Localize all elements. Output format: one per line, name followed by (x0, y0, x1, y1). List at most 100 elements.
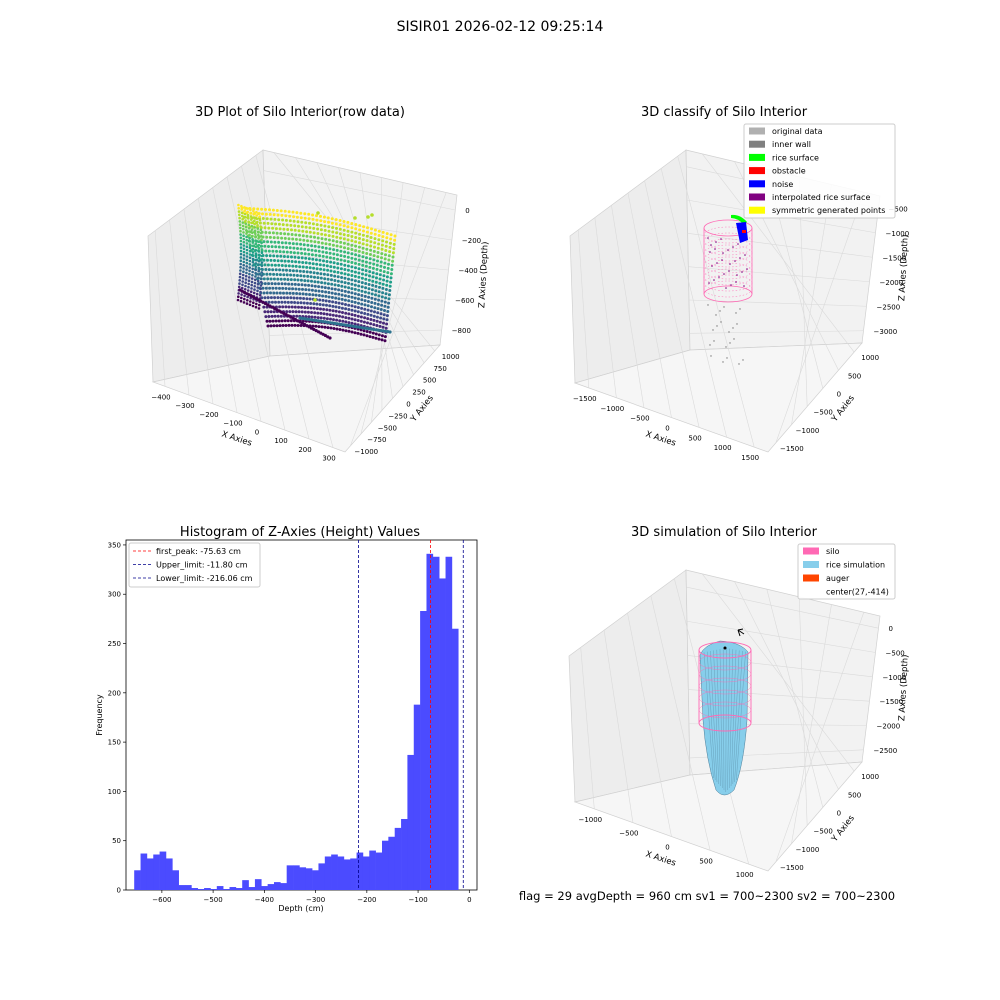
data-point (254, 252, 258, 255)
data-point (260, 277, 263, 281)
data-point (328, 336, 332, 340)
data-point (287, 259, 291, 263)
z-tick-label: −1500 (880, 698, 904, 706)
y-axis-label: Y Axies (408, 393, 436, 425)
data-point (312, 306, 316, 310)
data-point (284, 264, 288, 268)
data-point (346, 264, 350, 268)
data-point (323, 228, 327, 232)
data-point (375, 263, 379, 267)
simulation-legend: silo rice simulation auger center(27,-414) (797, 543, 896, 600)
data-point (264, 231, 268, 234)
data-point (301, 261, 305, 264)
interpolated-point (721, 259, 723, 261)
original-data-point (710, 355, 712, 357)
data-point (366, 226, 369, 230)
data-point (353, 300, 357, 304)
data-point (372, 249, 376, 253)
data-point (334, 314, 338, 318)
data-point (295, 242, 299, 246)
grid-line (627, 192, 672, 418)
data-point (328, 247, 332, 251)
data-point (318, 303, 322, 306)
data-point (338, 227, 342, 231)
y-tick-label: 150 (108, 739, 121, 747)
interpolated-point (743, 285, 745, 287)
simulation-title: 3D simulation of Silo Interior (631, 525, 818, 540)
data-point (301, 229, 305, 233)
data-point (350, 304, 354, 308)
data-point (286, 255, 290, 259)
data-point (283, 236, 287, 240)
data-point (287, 210, 291, 214)
data-point (249, 211, 252, 215)
x-tick-label: 0 (665, 425, 669, 433)
data-point (328, 304, 332, 308)
histogram-bar (248, 887, 256, 890)
data-point (276, 213, 280, 217)
data-point (265, 235, 269, 239)
data-point (369, 240, 373, 244)
data-point (362, 329, 366, 333)
panel-histogram: Histogram of Z-Axies (Height) Values −60… (95, 525, 478, 913)
data-point (276, 259, 280, 263)
data-point (350, 330, 354, 334)
data-point (338, 319, 342, 323)
data-point (327, 291, 331, 294)
data-point (317, 294, 321, 297)
data-point (286, 232, 290, 236)
data-point (368, 265, 372, 269)
grid-line (154, 230, 166, 387)
data-point (272, 310, 276, 314)
data-point (342, 228, 346, 232)
data-point (244, 215, 247, 219)
data-point (319, 316, 323, 320)
data-point (285, 268, 288, 272)
data-point (338, 232, 342, 236)
data-point (380, 252, 384, 256)
data-point (342, 220, 346, 223)
original-data-point (742, 359, 744, 361)
data-point (332, 318, 335, 322)
data-point (332, 265, 336, 269)
data-point (273, 240, 277, 244)
data-point (274, 300, 277, 304)
data-point (254, 235, 257, 239)
data-point (338, 219, 342, 222)
data-point (387, 262, 390, 266)
data-point (246, 299, 249, 302)
data-point (364, 286, 368, 290)
data-point (268, 235, 272, 239)
data-point (382, 317, 386, 321)
data-point (346, 220, 350, 224)
data-point (261, 286, 265, 290)
data-point (346, 242, 350, 246)
data-point (288, 269, 292, 272)
x-tick-label: −600 (152, 896, 171, 904)
data-point (296, 301, 300, 305)
data-point (256, 279, 260, 283)
data-point (262, 240, 266, 244)
data-point (284, 218, 288, 222)
data-point (257, 263, 261, 266)
y-tick-label: 200 (108, 689, 121, 697)
x-tick-label: −500 (619, 830, 638, 838)
histogram-bar (191, 888, 199, 890)
data-point (353, 296, 357, 300)
data-point (337, 284, 340, 287)
data-point (301, 287, 304, 291)
data-point (248, 266, 251, 269)
data-point (375, 319, 379, 323)
data-point (339, 267, 343, 271)
data-point (341, 315, 345, 319)
data-point (347, 308, 351, 311)
data-point (353, 216, 357, 220)
data-point (301, 292, 305, 296)
data-point (327, 238, 331, 242)
data-point (267, 249, 271, 253)
data-point (259, 284, 263, 287)
data-point (364, 260, 368, 264)
data-point (384, 296, 388, 300)
data-point (249, 290, 253, 294)
data-point (310, 253, 314, 257)
